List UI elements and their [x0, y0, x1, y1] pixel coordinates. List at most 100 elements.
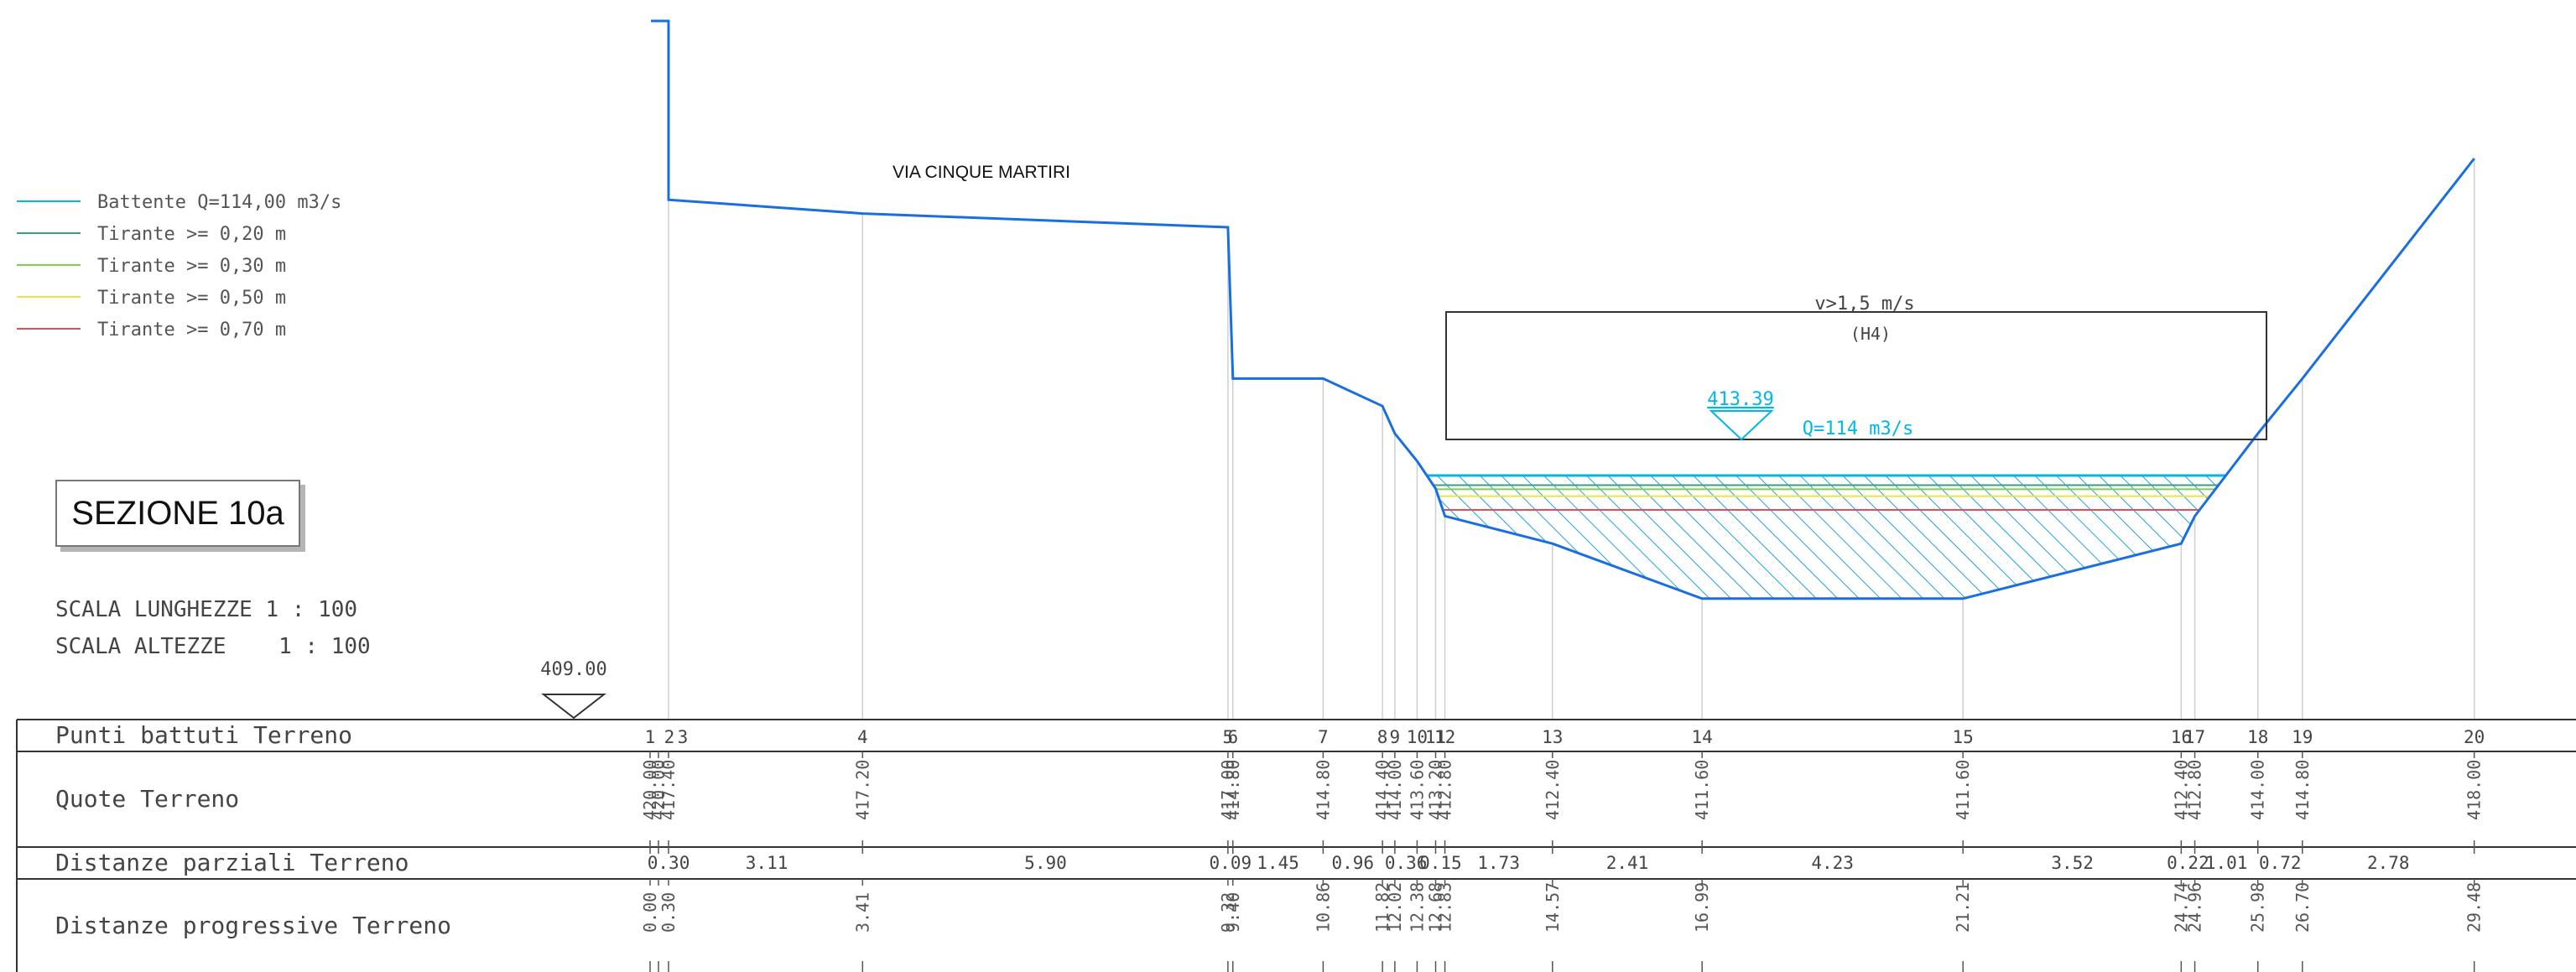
progressive-value: 12.02	[1385, 882, 1405, 933]
row-title-elevations: Quote Terreno	[55, 785, 239, 813]
legend-label: Tirante >= 0,70 m	[97, 320, 286, 340]
legend-label: Battente Q=114,00 m3/s	[97, 192, 341, 213]
progressive-value: 21.21	[1953, 882, 1973, 933]
road-label: VIA CINQUE MARTIRI	[892, 163, 1070, 182]
discharge-label: Q=114 m3/s	[1803, 418, 1913, 439]
point-id: 12	[1434, 727, 1455, 747]
progressive-value: 25.98	[2248, 882, 2268, 933]
row-title-partial: Distanze parziali Terreno	[55, 849, 409, 876]
elevation-value: 414.00	[2248, 760, 2268, 820]
progressive-value: 9.32	[1218, 892, 1238, 933]
partial-distance: 3.11	[746, 853, 788, 873]
progressive-value: 10.86	[1313, 882, 1333, 933]
partial-distance: 1.45	[1257, 853, 1299, 873]
point-id: 19	[2292, 727, 2313, 747]
elevation-value: 420.00	[648, 760, 669, 820]
point-id: 14	[1692, 727, 1713, 747]
hazard-label: (H4)	[1850, 324, 1891, 344]
partial-distance: 0.09	[1210, 853, 1252, 873]
partial-distance: 0.22	[2167, 853, 2209, 873]
point-id: 9	[1390, 727, 1401, 747]
datum-label: 409.00	[540, 659, 606, 680]
elevation-value: 411.60	[1692, 760, 1712, 820]
water-hatch	[1427, 476, 2226, 599]
legend-label: Tirante >= 0,50 m	[97, 288, 286, 309]
progressive-value: 12.83	[1435, 882, 1455, 933]
section-title: SEZIONE 10a	[55, 480, 300, 547]
elevation-value: 420.00	[640, 760, 660, 820]
elevation-value: 417.00	[1218, 760, 1238, 820]
point-id: 2	[664, 727, 675, 747]
progressive-value: 12.68	[1426, 882, 1446, 933]
progressive-value: 12.38	[1407, 882, 1427, 933]
partial-distance: 0.30	[648, 853, 690, 873]
progressive-value: 9.40	[1223, 892, 1243, 933]
progressive-value: 0.30	[658, 892, 679, 933]
point-id: 18	[2247, 727, 2268, 747]
elevation-value: 414.80	[1313, 760, 1333, 820]
elevation-value: 413.60	[1407, 760, 1427, 820]
datum-marker: 409.00	[540, 659, 607, 720]
legend-label: Tirante >= 0,20 m	[97, 224, 286, 245]
elevation-value: 414.40	[1372, 760, 1392, 820]
partial-distance: 0.15	[1419, 853, 1462, 873]
row-title-progressive: Distanze progressive Terreno	[55, 912, 451, 939]
point-id: 5	[1223, 727, 1234, 747]
point-id: 7	[1318, 727, 1329, 747]
partial-distance: 0.36	[1385, 853, 1428, 873]
legend: Battente Q=114,00 m3/s Tirante >= 0,20 m T…	[17, 192, 341, 340]
elevation-value: 417.20	[852, 760, 872, 820]
progressive-value: 29.48	[2464, 882, 2485, 933]
flood-area	[1427, 474, 2226, 599]
water-level-label: 413.39	[1707, 389, 1773, 410]
elevation-value: 413.20	[1426, 760, 1446, 820]
elevation-value: 412.80	[1435, 760, 1455, 820]
progressive-value: 14.57	[1543, 882, 1563, 933]
progressive-value: 11.82	[1372, 882, 1392, 933]
progressive-value: 24.74	[2171, 882, 2191, 933]
partial-distance: 3.52	[2051, 853, 2094, 873]
point-id: 15	[1953, 727, 1974, 747]
scale-heights: SCALA ALTEZZE 1 : 100	[55, 634, 371, 659]
point-id: 8	[1377, 727, 1388, 747]
progressive-value: 24.96	[2185, 882, 2205, 933]
scale-lengths: SCALA LUNGHEZZE 1 : 100	[55, 597, 358, 622]
elevation-value: 412.80	[2185, 760, 2205, 820]
partial-distance: 2.41	[1606, 853, 1649, 873]
partial-distance: 1.73	[1477, 853, 1520, 873]
point-id: 6	[1227, 727, 1238, 747]
partial-distance: 1.01	[2205, 853, 2248, 873]
point-id: 1	[645, 727, 656, 747]
row-title-points: Punti battuti Terreno	[55, 721, 352, 749]
point-id: 4	[857, 727, 868, 747]
progressive-value: 3.41	[852, 892, 872, 933]
elevation-value: 418.00	[2464, 760, 2485, 820]
point-id: 13	[1542, 727, 1563, 747]
velocity-label: v>1,5 m/s	[1814, 294, 1914, 314]
partial-distance: 0.72	[2259, 853, 2302, 873]
elevation-value: 412.40	[2171, 760, 2191, 820]
velocity-zone-box: v>1,5 m/s (H4)	[1445, 294, 2267, 440]
point-id: 20	[2464, 727, 2485, 747]
elevation-value: 412.40	[1543, 760, 1563, 820]
table-cells: 1420.000.002420.003417.400.304417.203.41…	[640, 727, 2485, 972]
partial-distance: 4.23	[1811, 853, 1854, 873]
point-id: 17	[2184, 727, 2205, 747]
progressive-value: 26.70	[2292, 882, 2313, 933]
partial-distance: 2.78	[2367, 853, 2410, 873]
water-level-marker: 413.39 Q=114 m3/s	[1707, 389, 1913, 441]
elevation-value: 417.40	[658, 760, 679, 820]
progressive-value: 0.00	[640, 892, 660, 933]
partial-distance: 5.90	[1024, 853, 1067, 873]
partial-distance: 0.96	[1331, 853, 1374, 873]
elevation-value: 414.00	[1385, 760, 1405, 820]
legend-label: Tirante >= 0,30 m	[97, 256, 286, 277]
elevation-value: 411.60	[1953, 760, 1973, 820]
progressive-value: 16.99	[1692, 882, 1712, 933]
terrain-profile	[651, 19, 2475, 600]
elevation-value: 414.80	[1223, 760, 1243, 820]
elevation-value: 414.80	[2292, 760, 2313, 820]
point-id: 16	[2171, 727, 2192, 747]
data-table	[16, 719, 2576, 972]
